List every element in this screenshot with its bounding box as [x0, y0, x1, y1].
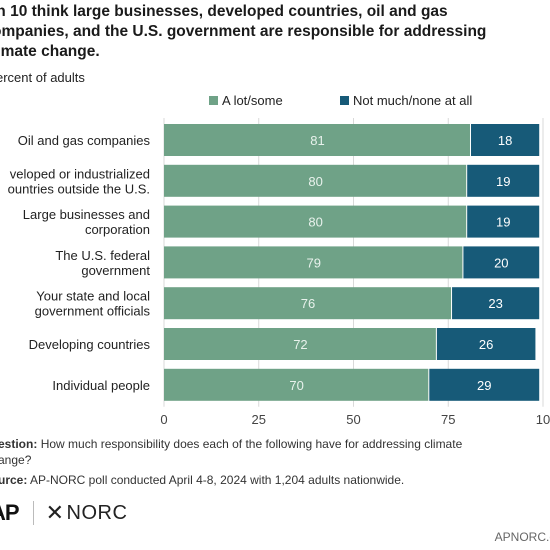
category-label: government officials	[35, 304, 151, 319]
question-note: estion: How much responsibility does eac…	[0, 436, 550, 468]
legend-swatch-not-much	[340, 96, 349, 105]
data-label: 19	[496, 215, 510, 230]
x-tick-label: 75	[441, 412, 455, 427]
x-tick-label: 50	[346, 412, 360, 427]
legend-swatch-a-lot-some	[209, 96, 218, 105]
legend-item-not-much: Not much/none at all	[340, 93, 472, 108]
data-label: 81	[310, 133, 324, 148]
question-label: estion:	[0, 437, 38, 451]
source-text: AP-NORC poll conducted April 4-8, 2024 w…	[30, 473, 405, 487]
source-note: urce: AP-NORC poll conducted April 4-8, …	[0, 472, 550, 488]
chart-title-line-2: ompanies, and the U.S. government are re…	[0, 23, 487, 40]
data-label: 18	[498, 133, 512, 148]
ap-logo: AP	[0, 500, 20, 525]
data-label: 19	[496, 174, 510, 189]
category-label: ountries outside the U.S.	[8, 181, 150, 196]
category-label: government	[81, 263, 150, 278]
bar-a-lot-some	[164, 368, 429, 401]
bar-a-lot-some	[164, 164, 467, 197]
bar-not-much	[470, 124, 540, 156]
chart-title-line-1: in 10 think large businesses, developed …	[0, 3, 448, 20]
data-label: 26	[479, 337, 493, 352]
legend-item-a-lot-some: A lot/some	[209, 93, 283, 108]
stacked-bar-chart: 81 18 Oil and gas companies 80 19 veloped or …	[8, 118, 550, 427]
category-label: Developing countries	[29, 337, 151, 352]
footer-url: APNORC.o	[494, 530, 550, 544]
x-tick-label: 10	[536, 412, 550, 427]
chart-subtitle: ercent of adults	[0, 70, 85, 85]
bar-a-lot-some	[164, 124, 470, 156]
category-label: Individual people	[52, 378, 150, 393]
x-tick-label: 0	[160, 412, 167, 427]
question-text: How much responsibility does each of the…	[40, 437, 463, 451]
data-label: 20	[494, 255, 508, 270]
bar-not-much	[467, 205, 540, 238]
data-label: 72	[293, 337, 307, 352]
bar-a-lot-some	[164, 287, 452, 320]
category-label: The U.S. federal	[55, 248, 150, 263]
data-label: 23	[488, 296, 502, 311]
data-label: 79	[306, 255, 320, 270]
chart-title-line-3: limate change.	[0, 43, 100, 60]
category-label: Your state and local	[36, 289, 150, 304]
legend-label-a-lot-some: A lot/some	[222, 93, 283, 108]
bar-not-much	[452, 287, 540, 320]
bar-a-lot-some	[164, 205, 467, 238]
question-text-2: ange?	[0, 453, 32, 467]
source-label: urce:	[0, 473, 28, 487]
bar-a-lot-some	[164, 328, 436, 360]
bar-not-much	[436, 328, 536, 360]
logo-divider	[32, 501, 34, 525]
norc-logo-text: NORC	[66, 501, 128, 524]
norc-star-icon: ✕	[45, 500, 65, 525]
x-tick-label: 25	[252, 412, 266, 427]
chart-legend: A lot/some Not much/none at all	[0, 93, 550, 111]
category-label: corporation	[85, 222, 150, 237]
bar-a-lot-some	[164, 246, 463, 279]
data-label: 29	[477, 378, 491, 393]
category-label: veloped or industrialized	[10, 166, 150, 181]
data-label: 80	[308, 215, 322, 230]
category-label: Oil and gas companies	[18, 133, 151, 148]
bar-not-much	[467, 164, 540, 197]
legend-label-not-much: Not much/none at all	[353, 93, 473, 108]
data-label: 70	[289, 378, 303, 393]
bar-not-much	[429, 368, 540, 401]
norc-logo: ✕ NORC	[46, 500, 128, 526]
bar-not-much	[463, 246, 540, 279]
chart-title: in 10 think large businesses, developed …	[0, 2, 550, 62]
data-label: 80	[308, 174, 322, 189]
category-label: Large businesses and	[23, 207, 150, 222]
data-label: 76	[301, 296, 315, 311]
logo-row: AP ✕ NORC	[0, 498, 127, 528]
